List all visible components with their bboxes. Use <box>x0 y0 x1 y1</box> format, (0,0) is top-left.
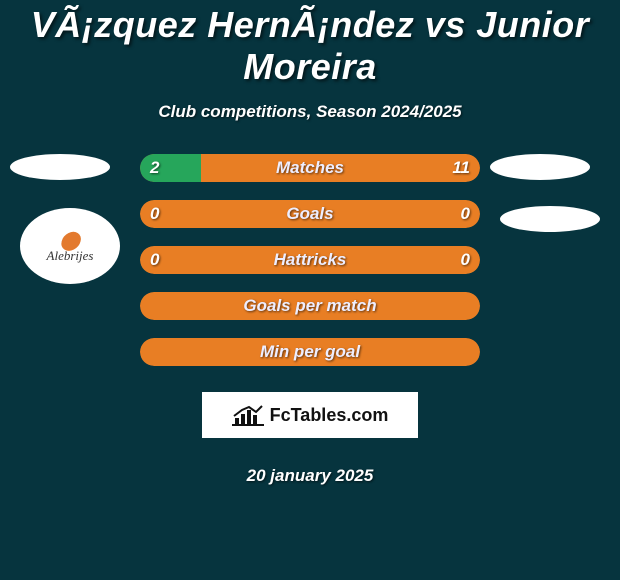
comparison-area: ⬤ Alebrijes Matches211Goals00Hattricks00… <box>0 154 620 514</box>
player-left-ellipse-1 <box>10 154 110 180</box>
stat-value-left: 0 <box>150 246 159 274</box>
stat-label: Hattricks <box>140 246 480 274</box>
player-right-ellipse-1 <box>490 154 590 180</box>
club-crest: ⬤ Alebrijes <box>20 208 120 284</box>
page-subtitle: Club competitions, Season 2024/2025 <box>0 102 620 122</box>
branding-badge: FcTables.com <box>202 392 418 438</box>
branding-chart-icon <box>232 404 264 426</box>
stat-value-right: 0 <box>461 200 470 228</box>
branding-text: FcTables.com <box>270 405 389 426</box>
stat-row: Min per goal <box>140 338 480 366</box>
stat-row: Matches2 11 <box>140 154 480 182</box>
page-root: VÃ¡zquez HernÃ¡ndez vs Junior Moreira Cl… <box>0 0 620 514</box>
club-crest-text: Alebrijes <box>47 248 94 263</box>
stat-label: Min per goal <box>140 338 480 366</box>
stat-row: Goals per match <box>140 292 480 320</box>
club-crest-label: ⬤ Alebrijes <box>47 231 94 262</box>
stat-value-left: 0 <box>150 200 159 228</box>
stat-bars: Matches211Goals00Hattricks00Goals per ma… <box>140 154 480 384</box>
stat-row: Goals0 0 <box>140 200 480 228</box>
player-right-ellipse-2 <box>500 206 600 232</box>
footer-date: 20 january 2025 <box>0 466 620 486</box>
stat-label: Goals per match <box>140 292 480 320</box>
stat-label: Goals <box>140 200 480 228</box>
stat-value-right: 0 <box>461 246 470 274</box>
page-title: VÃ¡zquez HernÃ¡ndez vs Junior Moreira <box>0 0 620 88</box>
stat-row: Hattricks0 0 <box>140 246 480 274</box>
stat-label: Matches <box>140 154 480 182</box>
stat-value-left: 2 <box>150 154 159 182</box>
stat-value-right: 11 <box>452 154 470 182</box>
